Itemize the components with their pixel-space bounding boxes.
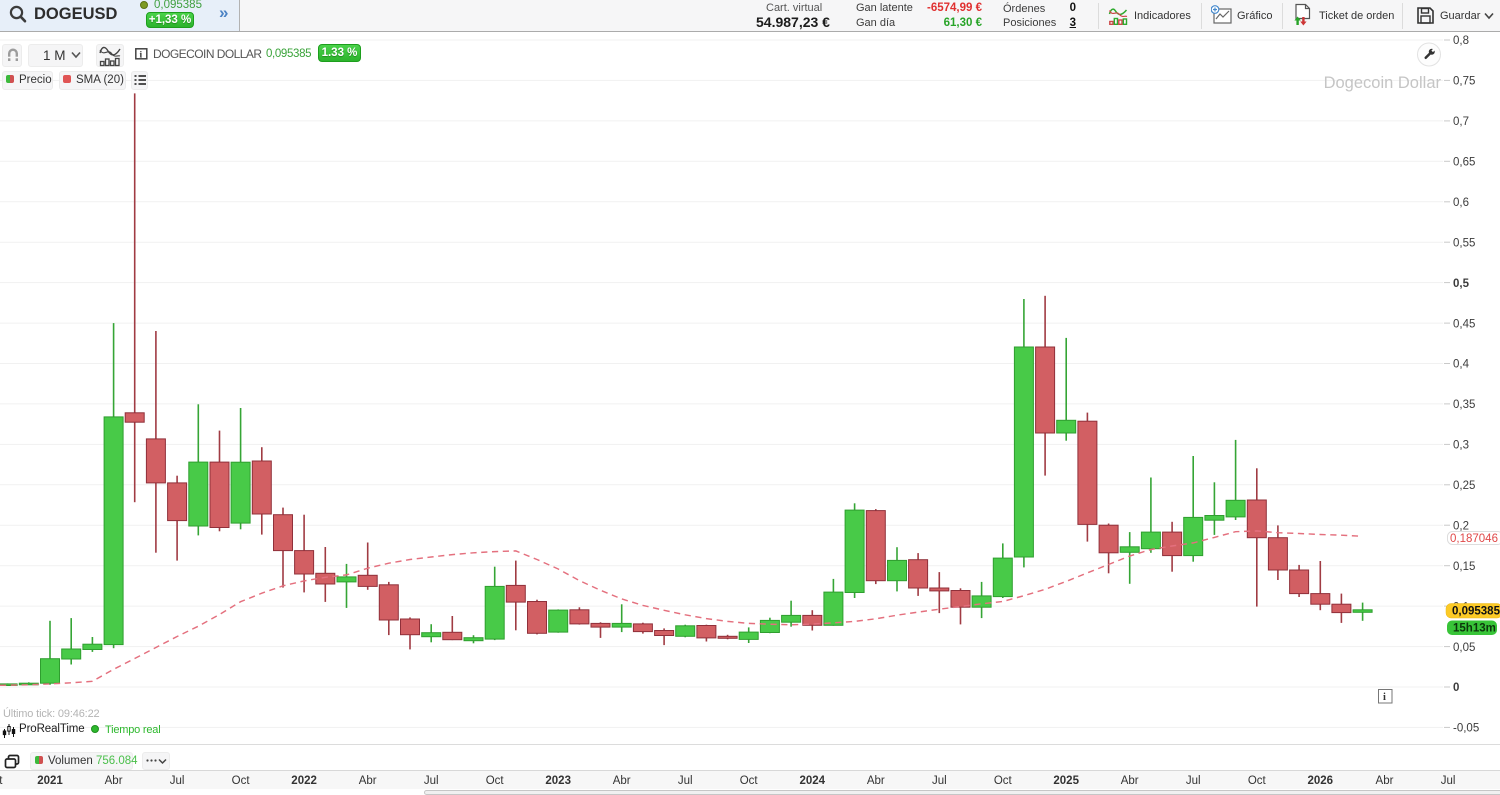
svg-text:0,15: 0,15 xyxy=(1453,561,1475,573)
svg-text:0,65: 0,65 xyxy=(1453,157,1475,169)
svg-text:0,6: 0,6 xyxy=(1453,197,1469,209)
svg-text:0,55: 0,55 xyxy=(1453,237,1475,249)
svg-text:15h13m: 15h13m xyxy=(1453,623,1496,635)
svg-text:0,45: 0,45 xyxy=(1453,318,1475,330)
svg-text:0,187046: 0,187046 xyxy=(1450,533,1498,545)
svg-text:i: i xyxy=(140,51,143,61)
svg-text:-0,05: -0,05 xyxy=(1453,723,1479,735)
svg-text:0,3: 0,3 xyxy=(1453,440,1469,452)
svg-text:0,75: 0,75 xyxy=(1453,76,1475,88)
svg-text:0,35: 0,35 xyxy=(1453,399,1475,411)
svg-text:0: 0 xyxy=(1453,682,1459,694)
svg-text:0,2: 0,2 xyxy=(1453,520,1469,532)
svg-text:0,5: 0,5 xyxy=(1453,278,1470,290)
svg-text:0,7: 0,7 xyxy=(1453,116,1469,128)
svg-text:0,05: 0,05 xyxy=(1453,642,1475,654)
svg-text:0,095385: 0,095385 xyxy=(1452,606,1500,618)
svg-text:0,25: 0,25 xyxy=(1453,480,1475,492)
svg-text:0,8: 0,8 xyxy=(1453,35,1469,47)
svg-text:Dogecoin Dollar: Dogecoin Dollar xyxy=(1324,74,1442,92)
svg-text:i: i xyxy=(1383,692,1386,703)
svg-text:0,4: 0,4 xyxy=(1453,359,1470,371)
